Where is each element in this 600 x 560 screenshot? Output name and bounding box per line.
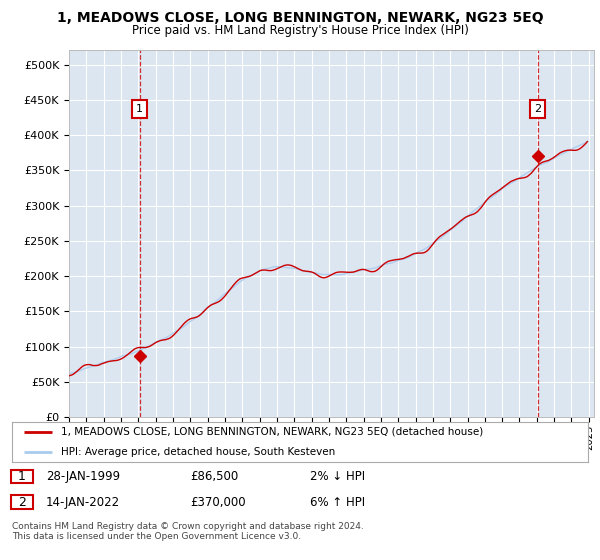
Text: 1, MEADOWS CLOSE, LONG BENNINGTON, NEWARK, NG23 5EQ: 1, MEADOWS CLOSE, LONG BENNINGTON, NEWAR… [56, 11, 544, 25]
Text: 2: 2 [18, 496, 26, 508]
Text: £86,500: £86,500 [190, 470, 238, 483]
Text: Price paid vs. HM Land Registry's House Price Index (HPI): Price paid vs. HM Land Registry's House … [131, 24, 469, 36]
Text: 1, MEADOWS CLOSE, LONG BENNINGTON, NEWARK, NG23 5EQ (detached house): 1, MEADOWS CLOSE, LONG BENNINGTON, NEWAR… [61, 427, 483, 437]
Text: 6% ↑ HPI: 6% ↑ HPI [310, 496, 365, 508]
Text: 1: 1 [18, 470, 26, 483]
Text: HPI: Average price, detached house, South Kesteven: HPI: Average price, detached house, Sout… [61, 447, 335, 457]
Text: 2: 2 [534, 104, 541, 114]
Text: 1: 1 [136, 104, 143, 114]
Text: 2% ↓ HPI: 2% ↓ HPI [310, 470, 365, 483]
Text: 14-JAN-2022: 14-JAN-2022 [46, 496, 120, 508]
FancyBboxPatch shape [11, 495, 33, 509]
FancyBboxPatch shape [11, 470, 33, 483]
Text: £370,000: £370,000 [190, 496, 245, 508]
Text: Contains HM Land Registry data © Crown copyright and database right 2024.: Contains HM Land Registry data © Crown c… [12, 522, 364, 531]
Text: 28-JAN-1999: 28-JAN-1999 [46, 470, 120, 483]
Text: This data is licensed under the Open Government Licence v3.0.: This data is licensed under the Open Gov… [12, 532, 301, 541]
